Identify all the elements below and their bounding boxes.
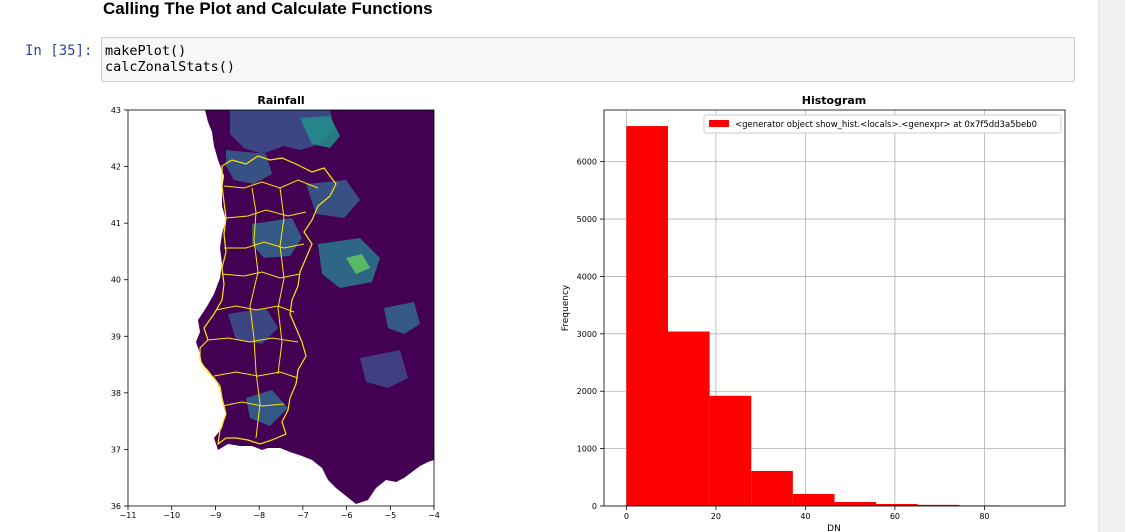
raster-zone-11 [384, 302, 420, 334]
map-ytick-label: 39 [111, 332, 121, 341]
map-x-axis: −11 −10 −9 −8 −7 −6 −5 −4 [120, 506, 440, 520]
histogram-bar [792, 493, 835, 506]
raster-zone-6 [346, 254, 370, 274]
map-xtick-label: −5 [384, 511, 396, 520]
histogram-bars [626, 126, 1001, 506]
district-line-6 [207, 337, 299, 343]
hist-ytick-label: 3000 [577, 330, 597, 339]
code-cell-input[interactable]: makePlot() calcZonalStats() [101, 37, 1075, 82]
raster-zone-9 [246, 390, 288, 426]
map-ytick-label: 41 [111, 219, 121, 228]
hist-ytick-label: 1000 [577, 445, 597, 454]
legend-box [703, 114, 1062, 134]
raster-zone-2 [300, 116, 340, 148]
district-line-4 [221, 271, 301, 279]
histogram-legend: <generator object show_hist.<locals>.<ge… [703, 114, 1062, 134]
district-line-3 [224, 241, 305, 249]
map-ytick-label: 40 [111, 276, 121, 285]
hist-xtick-label: 0 [624, 512, 629, 521]
district-line-2 [225, 209, 307, 219]
histogram-bar [709, 395, 752, 506]
input-prompt: In [35]: [25, 43, 93, 59]
map-ytick-label: 38 [111, 389, 121, 398]
map-ytick-label: 43 [111, 106, 121, 115]
map-title: Rainfall [257, 94, 304, 107]
histogram-bar [834, 501, 877, 506]
map-ytick-label: 42 [111, 163, 121, 172]
histogram-y-axis: 0 1000 2000 3000 4000 5000 6000 [577, 158, 604, 511]
histogram-bar [917, 504, 960, 506]
map-y-axis: 36 37 38 39 40 41 42 43 [111, 106, 128, 511]
hist-ytick-label: 5000 [577, 215, 597, 224]
code-line-1: makePlot() [105, 43, 187, 59]
hist-xtick-label: 80 [979, 512, 989, 521]
raster-zone-3 [226, 150, 272, 184]
map-xtick-label: −6 [341, 511, 353, 520]
hist-ytick-label: 4000 [577, 272, 597, 281]
hist-xtick-label: 40 [800, 512, 810, 521]
histogram-chart: Histogram 0 20 40 60 80 0 1000 2000 3000 4000 500… [561, 94, 1066, 532]
hist-ytick-label: 6000 [577, 158, 597, 167]
map-xtick-label: −10 [163, 511, 180, 520]
map-xtick-label: −8 [253, 511, 265, 520]
hist-ytick-label: 2000 [577, 387, 597, 396]
district-boundaries [199, 155, 337, 446]
legend-swatch [709, 120, 729, 127]
district-line-5 [215, 305, 295, 313]
district-line-1 [223, 179, 319, 189]
histogram-xlabel: DN [827, 524, 841, 532]
country-outline [199, 155, 337, 446]
district-line-9 [249, 187, 261, 439]
histogram-axes-frame [603, 109, 1066, 507]
page-scrollbar[interactable] [1098, 0, 1125, 532]
map-ytick-label: 36 [111, 502, 121, 511]
hist-xtick-label: 60 [890, 512, 900, 521]
district-line-7 [213, 371, 299, 379]
section-heading: Calling The Plot and Calculate Functions [103, 0, 433, 18]
map-xtick-label: −11 [120, 511, 137, 520]
histogram-bar [626, 126, 669, 506]
histogram-ylabel: Frequency [561, 284, 571, 331]
district-line-8 [221, 401, 285, 407]
map-xtick-label: −4 [428, 511, 440, 520]
map-xtick-label: −9 [210, 511, 222, 520]
histogram-bar [876, 503, 918, 506]
legend-label: <generator object show_hist.<locals>.<ge… [735, 120, 1037, 130]
raster-zone-7 [306, 180, 360, 218]
map-xtick-label: −7 [297, 511, 309, 520]
cell-output-figure: Rainfall −11 −10 −9 −8 −7 −6 −5 −4 36 37 38 39 40 41… [111, 94, 1066, 532]
raster-zone-4 [252, 218, 302, 258]
notebook-page: Calling The Plot and Calculate Functions… [0, 0, 1098, 532]
rainfall-map: Rainfall −11 −10 −9 −8 −7 −6 −5 −4 36 37 38 39 40 41… [111, 94, 440, 520]
histogram-bar [668, 331, 710, 506]
hist-xtick-label: 20 [711, 512, 721, 521]
histogram-title: Histogram [802, 94, 867, 107]
histogram-bar [751, 470, 793, 506]
hist-ytick-label: 0 [592, 502, 597, 511]
raster-zone-10 [360, 350, 408, 388]
raster-zone-5 [318, 238, 380, 288]
map-axes-frame [127, 109, 435, 507]
map-ytick-label: 37 [111, 445, 121, 454]
code-line-2: calcZonalStats() [105, 59, 236, 75]
district-line-10 [277, 187, 285, 375]
histogram-x-axis: 0 20 40 60 80 [624, 506, 990, 521]
